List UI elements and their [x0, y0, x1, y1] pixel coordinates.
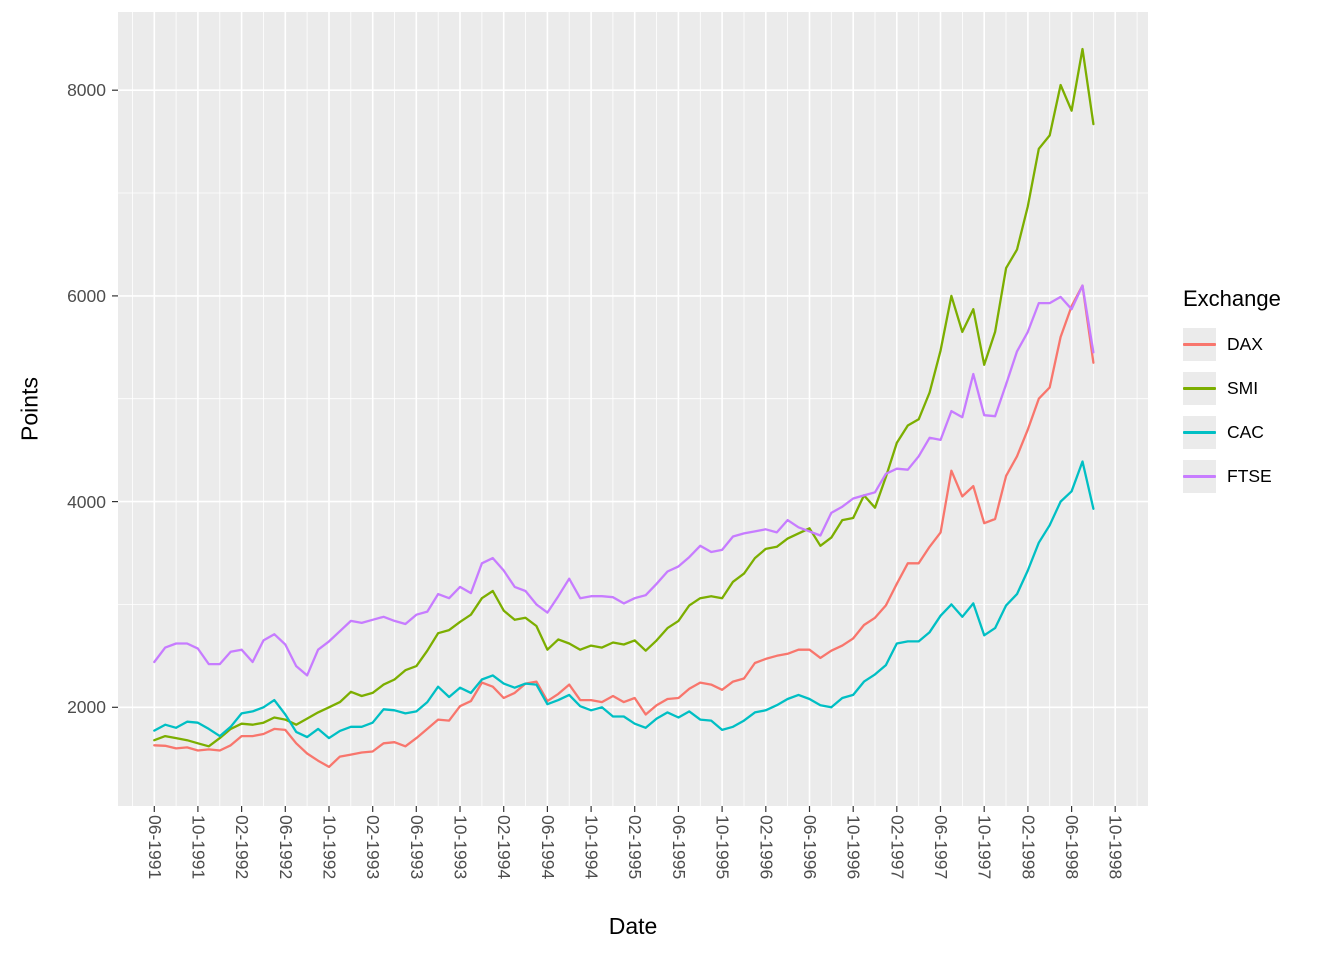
legend-key-swatch — [1183, 416, 1216, 449]
x-tick-label: 06-1998 — [1062, 815, 1083, 880]
x-tick-label: 06-1994 — [537, 815, 558, 880]
legend-item-cac: CAC — [1183, 416, 1281, 449]
x-tick-label: 06-1997 — [931, 815, 951, 880]
series-line-dax — [153, 284, 1095, 769]
legend-items: DAX SMI CAC FTSE — [1183, 328, 1281, 493]
legend-key-swatch — [1183, 460, 1216, 493]
legend-label: DAX — [1227, 334, 1263, 354]
plot-panel — [118, 12, 1148, 806]
x-tick-label: 10-1997 — [974, 815, 995, 880]
x-tick-label: 06-1991 — [144, 815, 165, 880]
x-tick-label: 06-1996 — [800, 815, 820, 880]
legend-label: SMI — [1227, 378, 1259, 398]
x-tick-label: 02-1993 — [363, 815, 384, 880]
x-tick-label: 10-1996 — [843, 815, 864, 880]
legend-title: Exchange — [1183, 286, 1281, 311]
legend-item-dax: DAX — [1183, 328, 1281, 361]
legend-label: FTSE — [1227, 466, 1272, 486]
y-tick-label: 8000 — [67, 80, 106, 101]
x-tick-label: 10-1991 — [188, 815, 209, 880]
x-tick-label: 06-1995 — [668, 815, 689, 880]
legend-key-line — [1183, 342, 1216, 347]
legend-label: CAC — [1227, 422, 1264, 442]
legend-key-line — [1183, 430, 1216, 435]
x-tick-label: 10-1992 — [319, 815, 340, 880]
x-tick-label: 02-1998 — [1018, 815, 1039, 880]
y-tick-label: 4000 — [67, 491, 106, 512]
x-tick-label: 02-1996 — [756, 815, 777, 880]
y-tick-label: 2000 — [67, 697, 106, 718]
y-axis-title: Points — [16, 377, 43, 441]
x-tick-label: 10-1995 — [712, 815, 733, 880]
legend: Exchange DAX SMI CAC FTSE — [1183, 286, 1281, 504]
x-tick-label: 02-1997 — [887, 815, 908, 880]
y-tick-label: 6000 — [67, 285, 106, 306]
series-line-ftse — [153, 284, 1095, 677]
x-tick-label: 02-1994 — [494, 815, 515, 880]
x-tick-label: 10-1994 — [581, 815, 602, 880]
legend-item-smi: SMI — [1183, 372, 1281, 405]
x-tick-label: 06-1993 — [406, 815, 427, 880]
legend-key-swatch — [1183, 372, 1216, 405]
x-tick-label: 10-1998 — [1105, 815, 1126, 880]
legend-key-line — [1183, 474, 1216, 479]
series-line-smi — [153, 47, 1095, 748]
series-line-cac — [153, 460, 1095, 740]
legend-item-ftse: FTSE — [1183, 460, 1281, 493]
x-tick-label: 10-1993 — [450, 815, 471, 880]
legend-key-swatch — [1183, 328, 1216, 361]
x-tick-label: 02-1992 — [232, 815, 253, 880]
x-axis-title: Date — [608, 913, 658, 939]
x-tick-label: 02-1995 — [625, 815, 646, 880]
x-tick-label: 06-1992 — [275, 815, 296, 880]
legend-key-line — [1183, 386, 1216, 391]
